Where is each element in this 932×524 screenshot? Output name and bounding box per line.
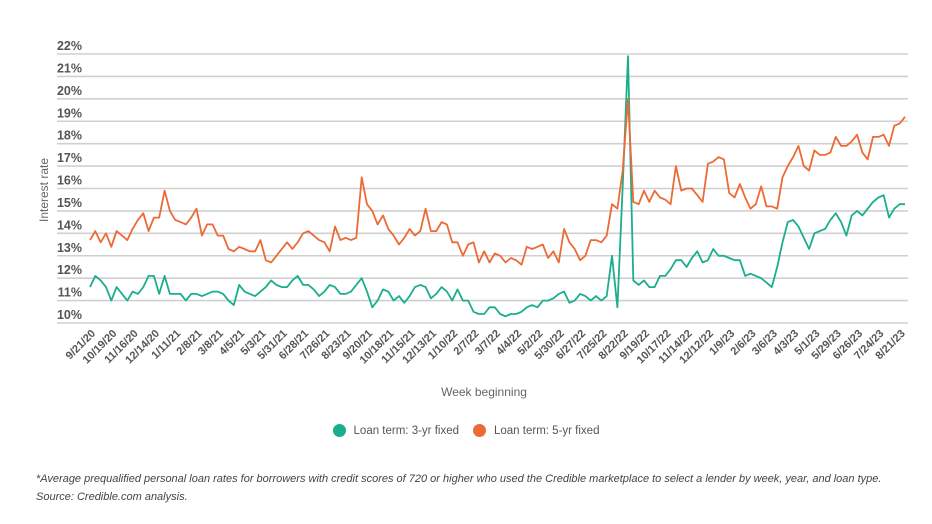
y-tick-label: 15% bbox=[57, 196, 82, 210]
y-tick-label: 19% bbox=[57, 106, 82, 120]
legend-label: Loan term: 5-yr fixed bbox=[494, 424, 600, 437]
y-tick-label: 14% bbox=[57, 218, 82, 232]
y-tick-label: 10% bbox=[57, 308, 82, 322]
y-axis-title: Interest rate bbox=[37, 158, 51, 222]
legend: Loan term: 3-yr fixed Loan term: 5-yr fi… bbox=[0, 424, 932, 437]
y-tick-label: 16% bbox=[57, 174, 82, 188]
legend-dot-icon bbox=[473, 424, 486, 437]
y-tick-label: 20% bbox=[57, 84, 82, 98]
y-tick-label: 22% bbox=[57, 39, 82, 53]
legend-dot-icon bbox=[332, 424, 346, 437]
footnote: *Average prequalified personal loan rate… bbox=[36, 473, 882, 503]
y-tick-label: 18% bbox=[57, 129, 82, 143]
y-tick-label: 13% bbox=[57, 241, 82, 255]
legend-item-3yr[interactable]: Loan term: 3-yr fixed bbox=[332, 424, 459, 437]
series-line-5yr bbox=[89, 97, 906, 266]
y-tick-label: 21% bbox=[57, 61, 82, 75]
legend-item-5yr[interactable]: Loan term: 5-yr fixed bbox=[473, 424, 599, 437]
legend-label: Loan term: 3-yr fixed bbox=[353, 424, 459, 437]
x-axis-title: Week beginning bbox=[441, 385, 527, 399]
y-tick-label: 11% bbox=[58, 286, 82, 300]
y-tick-label: 12% bbox=[57, 263, 82, 277]
x-axis-ticks: 9/21/2010/19/2011/16/2012/14/201/11/212/… bbox=[64, 328, 908, 367]
y-axis-ticks: 10% 11% 12% 13% 14% 15% 16% 17% 18% 19% 20% 21% 22% bbox=[57, 39, 82, 322]
gridlines bbox=[57, 53, 908, 324]
series-line-3yr bbox=[89, 55, 905, 318]
series-lines bbox=[89, 55, 906, 318]
y-tick-label: 17% bbox=[57, 151, 82, 165]
